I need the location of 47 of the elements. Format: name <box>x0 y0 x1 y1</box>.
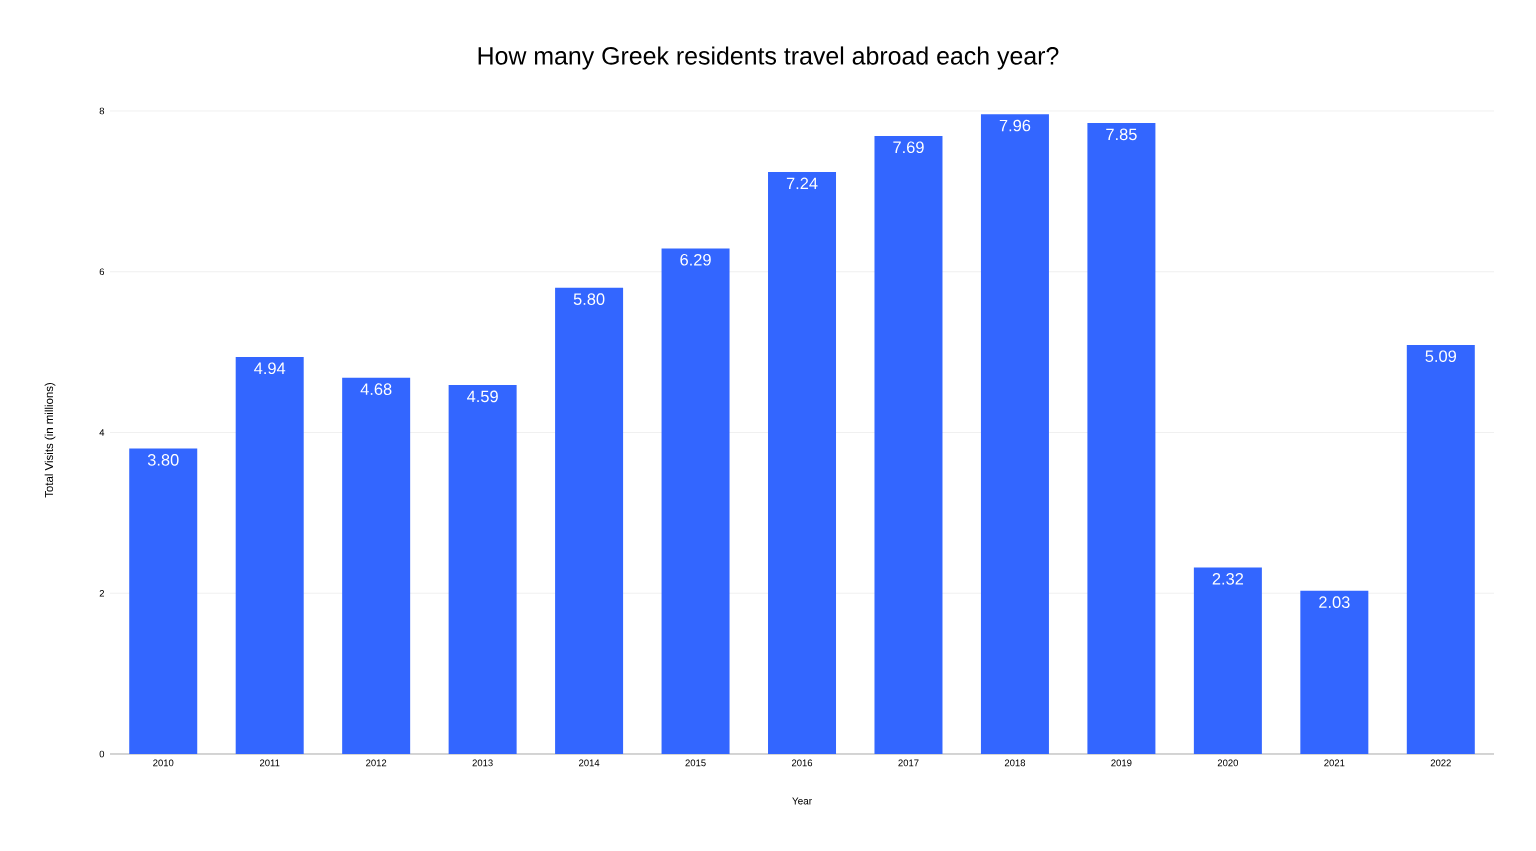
bar <box>1087 123 1156 754</box>
data-label: 2.03 <box>1319 596 1350 608</box>
data-label: 7.85 <box>1106 128 1137 141</box>
x-tick-label: 2010 <box>153 759 174 767</box>
x-tick-label: 2016 <box>791 759 813 767</box>
x-tick-label: 2015 <box>685 759 706 767</box>
data-label: 3.80 <box>147 454 179 466</box>
x-tick-label: 2012 <box>366 759 387 767</box>
data-label: 7.96 <box>999 119 1031 132</box>
bar <box>235 356 304 754</box>
x-tick-label: 2019 <box>1111 759 1132 767</box>
chart-title: How many Greek residents travel abroad each year? <box>478 46 1059 70</box>
x-tick-label: 2011 <box>259 759 280 767</box>
data-label: 7.69 <box>893 141 924 154</box>
bar <box>555 287 624 754</box>
y-tick-label: 4 <box>99 429 105 436</box>
bar <box>661 248 730 754</box>
data-label: 4.94 <box>254 362 286 375</box>
data-label: 5.80 <box>573 293 605 305</box>
x-tick-label: 2017 <box>898 759 919 767</box>
bar <box>874 135 943 754</box>
data-label: 7.24 <box>786 177 818 190</box>
y-tick-label: 8 <box>99 107 105 115</box>
data-label: 4.59 <box>467 390 498 403</box>
bar <box>448 385 517 754</box>
x-tick-label: 2014 <box>579 759 600 767</box>
x-tick-label: 2020 <box>1217 759 1239 767</box>
bar <box>1300 590 1369 754</box>
x-tick-label: 2022 <box>1430 759 1451 767</box>
data-label: 5.09 <box>1425 350 1457 363</box>
y-tick-label: 6 <box>99 268 105 276</box>
bar <box>129 448 198 754</box>
x-axis-title: Year <box>792 797 812 805</box>
data-label: 6.29 <box>680 253 711 266</box>
bar <box>342 377 411 754</box>
y-tick-label: 2 <box>99 589 105 597</box>
y-tick-label: 0 <box>99 750 105 758</box>
x-tick-label: 2018 <box>1004 759 1026 767</box>
y-axis-title: Total Visits (in millions) <box>44 382 56 498</box>
data-label: 2.32 <box>1212 573 1244 585</box>
data-label: 4.68 <box>360 383 392 395</box>
bar <box>768 172 837 754</box>
bar <box>1406 344 1475 754</box>
bar <box>1193 567 1262 754</box>
x-tick-label: 2021 <box>1324 759 1345 767</box>
x-tick-label: 2013 <box>472 759 493 767</box>
bar <box>980 114 1049 754</box>
